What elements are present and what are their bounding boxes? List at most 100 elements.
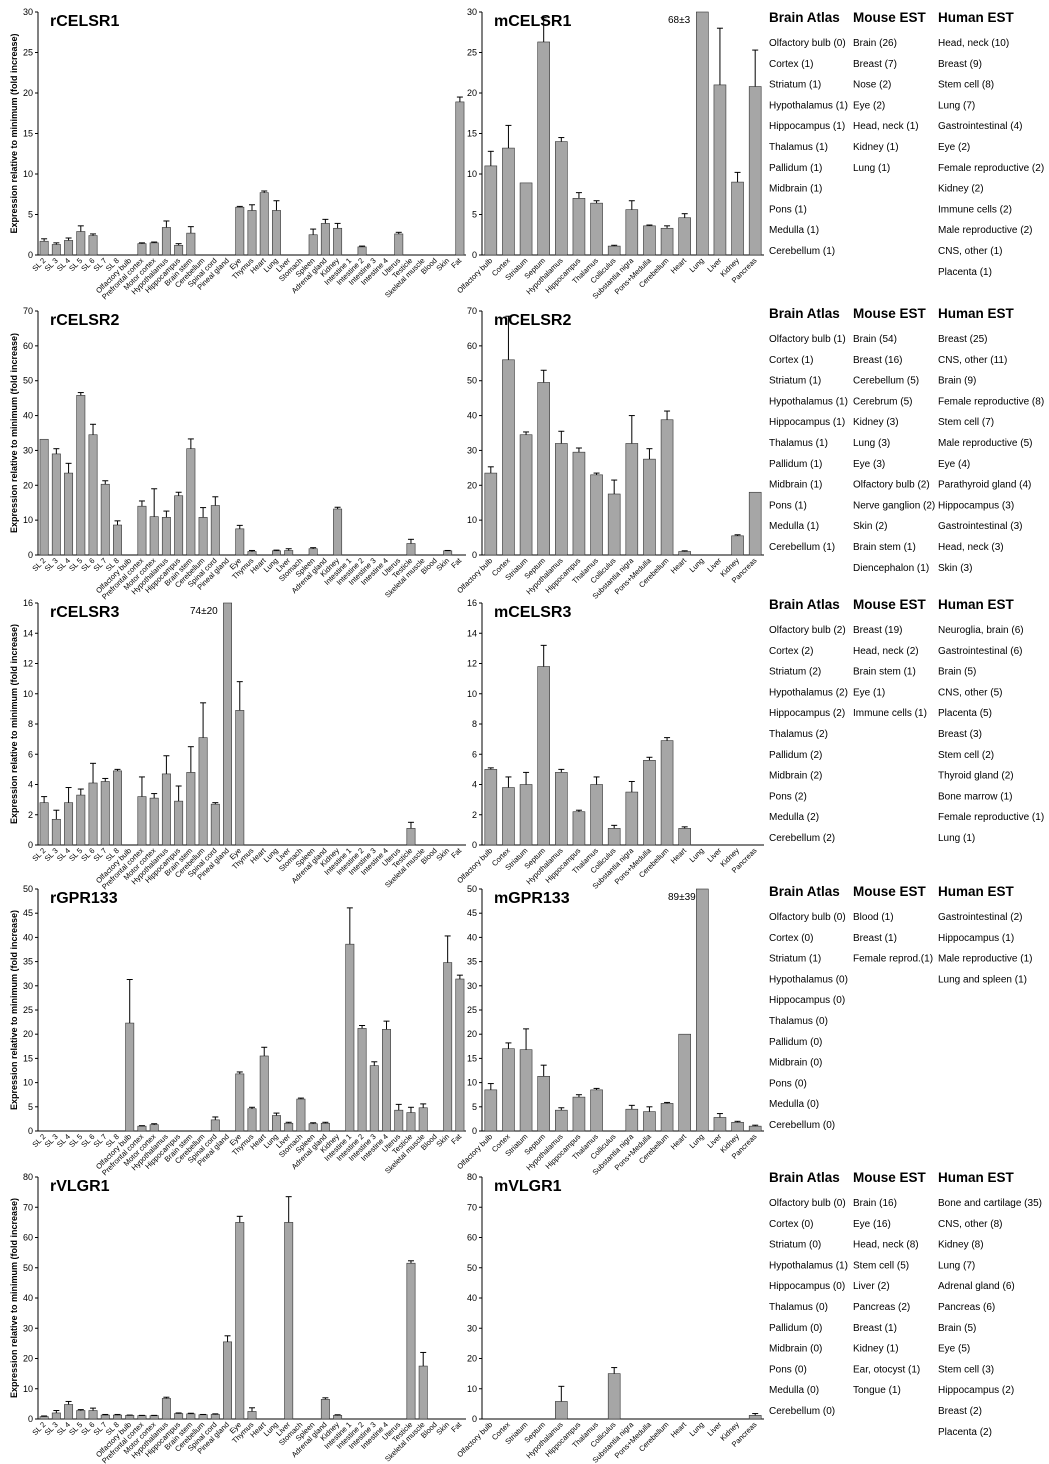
est-entry-human: Eye (5) [938,1344,970,1355]
est-entry-brain: Olfactory bulb (0) [769,912,846,923]
x-tick-label: Lung [688,1420,706,1438]
bar-cerebellum [660,419,674,556]
y-tick-label: 60 [23,1233,33,1243]
bar-sl-3 [51,244,61,256]
bar-motor-cortex [149,242,159,256]
bar-sl-2 [39,438,49,556]
y-tick-label: 10 [467,169,477,179]
bar-sl-4 [64,240,74,256]
est-entry-human: Gastrointestinal (2) [938,912,1022,923]
est-entry-mouse: Brain (54) [853,334,897,345]
y-tick-label: 30 [23,7,33,17]
bar-olfactory-bulb [125,1022,135,1132]
bar-sl-4 [64,472,74,556]
y-tick-label: 20 [23,1354,33,1364]
y-tick-label: 15 [23,1053,33,1063]
bar-heart [259,192,269,256]
bar-cerebellum [198,517,208,556]
y-tick-label: 6 [28,749,33,759]
chart-title: rCELSR3 [50,604,119,621]
est-entry-human: Breast (25) [938,334,987,345]
est-entry-brain: Medulla (0) [769,1385,819,1396]
bar-sl-3 [51,453,61,556]
est-table-4: Brain Atlas Olfactory bulb (0) Cortex (0) S… [769,884,1032,1131]
bar-lung [696,11,709,256]
est-entry-human: Immune cells (2) [938,204,1012,215]
est-entry-mouse: Breast (19) [853,625,902,636]
bar-striatum [519,434,533,556]
est-entry-brain: Cerebellum (0) [769,1120,835,1131]
est-entry-brain: Thalamus (2) [769,729,828,740]
bar-sl-3 [51,818,61,846]
est-entry-brain: Thalamus (0) [769,1302,828,1313]
est-entry-mouse: Lung (1) [853,163,890,174]
y-tick-label: 30 [23,1323,33,1333]
bar-thymus [247,210,257,256]
est-entry-human: Eye (2) [938,142,970,153]
est-entry-brain: Olfactory bulb (0) [769,38,846,49]
est-entry-human: Parathyroid gland (4) [938,480,1031,491]
est-entry-mouse: Head, neck (1) [853,121,919,132]
bar-olfactory-bulb [484,769,498,846]
y-tick-label: 35 [23,957,33,967]
y-tick-label: 10 [467,1078,477,1088]
bar-septum [537,1076,550,1132]
bar-hippocampus [174,1413,184,1420]
est-entry-human: CNS, other (8) [938,1219,1002,1230]
bar-intestine-4 [382,1029,391,1132]
bar-pancreas [748,491,762,556]
chart-title: mGPR133 [494,890,570,907]
y-tick-label: 60 [467,1233,477,1243]
bar-eye [235,710,245,846]
est-header-mouse: Mouse EST [853,10,927,25]
y-tick-label: 4 [472,780,477,790]
x-tick-label: Heart [669,845,689,865]
bar-spinal-cord [210,803,220,846]
est-entry-human: Kidney (8) [938,1240,984,1251]
est-entry-mouse: Ear, otocyst (1) [853,1364,920,1375]
bar-skeletal-muscle [418,1365,428,1420]
bar-colliculus [607,493,621,556]
bar-thymus [247,1108,257,1132]
y-tick-label: 20 [467,1029,477,1039]
bar-cerebellum [198,1414,208,1420]
y-tick-label: 30 [467,1323,477,1333]
est-entry-mouse: Brain (16) [853,1198,897,1209]
x-tick-label: Heart [669,1419,689,1439]
est-entry-mouse: Blood (1) [853,912,894,923]
bar-kidney [333,508,343,556]
bar-uterus [394,233,404,256]
bar-prefrontal-cortex [137,1125,147,1132]
est-entry-human: Stem cell (2) [938,750,994,761]
est-entry-mouse: Brain stem (1) [853,667,916,678]
est-entry-brain: Medulla (1) [769,225,819,236]
est-header-human: Human EST [938,306,1015,321]
y-tick-label: 10 [23,169,33,179]
est-entry-brain: Hippocampus (2) [769,708,845,719]
bar-hypothalamus [555,141,568,256]
x-tick-label: Lung [688,556,706,574]
est-entry-brain: Midbrain (2) [769,771,822,782]
est-entry-human: Gastrointestinal (6) [938,646,1022,657]
bar-sl-4 [64,802,74,846]
bar-spleen [308,1123,318,1132]
bar-kidney [731,535,744,556]
y-tick-label: 15 [23,129,33,139]
est-entry-human: CNS, other (1) [938,246,1002,257]
y-tick-label: 40 [467,1293,477,1303]
y-tick-label: 50 [467,1263,477,1273]
y-tick-label: 5 [472,210,477,220]
bar-cerebellum [660,1103,674,1132]
est-entry-mouse: Breast (1) [853,1323,897,1334]
est-entry-human: Hippocampus (2) [938,1385,1014,1396]
chart-title: rGPR133 [50,890,118,907]
est-entry-human: Female reproductive (1) [938,812,1044,823]
y-tick-label: 30 [467,445,477,455]
bar-cerebellum [660,227,674,256]
y-tick-label: 0 [28,250,33,260]
bar-sl-8 [113,1414,122,1420]
est-entry-brain: Cortex (0) [769,1219,813,1230]
bar-eye [235,206,245,256]
est-entry-mouse: Kidney (1) [853,1344,899,1355]
